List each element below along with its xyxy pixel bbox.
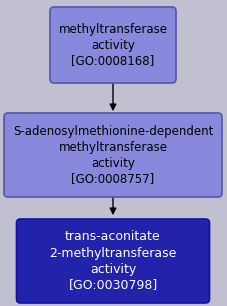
- Text: methyltransferase
activity
[GO:0008168]: methyltransferase activity [GO:0008168]: [59, 23, 168, 68]
- FancyBboxPatch shape: [4, 113, 222, 197]
- FancyBboxPatch shape: [17, 219, 210, 303]
- Text: trans-aconitate
2-methyltransferase
activity
[GO:0030798]: trans-aconitate 2-methyltransferase acti…: [49, 230, 177, 292]
- FancyBboxPatch shape: [50, 7, 176, 83]
- Text: S-adenosylmethionine-dependent
methyltransferase
activity
[GO:0008757]: S-adenosylmethionine-dependent methyltra…: [13, 125, 213, 185]
